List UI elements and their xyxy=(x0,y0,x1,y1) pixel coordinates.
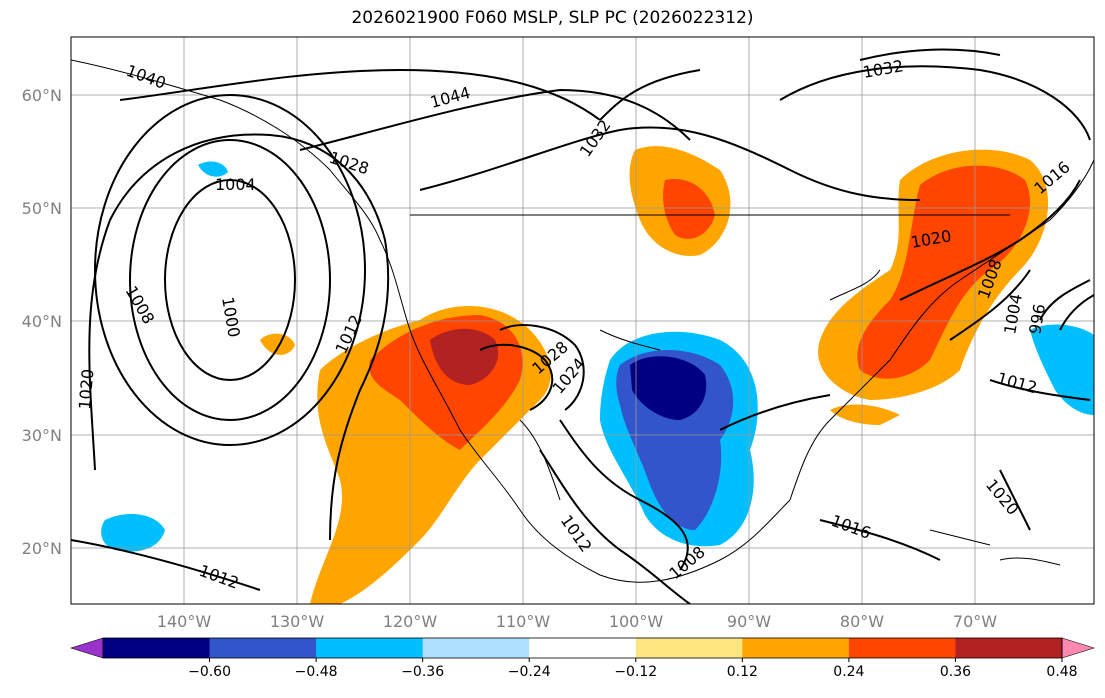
lat-label: 20°N xyxy=(22,539,62,558)
colorbar-segment xyxy=(209,638,317,658)
lon-label: 110°W xyxy=(496,612,551,631)
longitude-labels: 140°W 130°W 120°W 110°W 100°W 90°W 80°W … xyxy=(157,612,997,631)
colorbar-segment xyxy=(635,638,743,658)
colorbar-tick-label: −0.60 xyxy=(188,664,231,680)
lat-label: 60°N xyxy=(22,86,62,105)
coastlines xyxy=(71,59,1094,583)
contour-label: 1040 xyxy=(124,61,169,93)
colorbar-tick-label: 0.48 xyxy=(1046,664,1077,680)
contour-label: 1008 xyxy=(122,283,159,328)
map-frame xyxy=(70,36,1095,605)
contour-label: 1012 xyxy=(995,369,1039,398)
colorbar-segment xyxy=(848,638,956,658)
colorbar-segment xyxy=(422,638,530,658)
colorbar-segment xyxy=(955,638,1063,658)
contour-label: 1012 xyxy=(557,511,596,555)
contour-label: 1016 xyxy=(1030,157,1073,198)
colorbar-segment xyxy=(742,638,850,658)
contour-label: 1016 xyxy=(829,511,874,543)
contour-label: 1020 xyxy=(75,368,97,410)
contour-label: 1032 xyxy=(861,56,904,82)
colorbar-tick-label: 0.24 xyxy=(833,664,864,680)
lon-label: 140°W xyxy=(157,612,212,631)
contour-label: 1000 xyxy=(218,295,244,338)
colorbar-tick-label: −0.48 xyxy=(295,664,338,680)
lon-label: 90°W xyxy=(727,612,771,631)
colorbar-extend-high xyxy=(1061,637,1096,659)
lat-label: 50°N xyxy=(22,199,62,218)
colorbar-tick-label: 0.36 xyxy=(940,664,971,680)
latitude-labels: 60°N 50°N 40°N 30°N 20°N xyxy=(22,86,62,558)
lon-label: 80°W xyxy=(840,612,884,631)
colorbar-tick-label: 0.12 xyxy=(727,664,758,680)
colorbar-tick-label: −0.12 xyxy=(614,664,657,680)
colorbar-segment xyxy=(316,638,424,658)
colorbar: −0.60 −0.48 −0.36 −0.24 −0.12 0.12 0.24 0.36 0.4… xyxy=(69,637,1096,680)
lon-label: 120°W xyxy=(383,612,438,631)
lon-label: 100°W xyxy=(609,612,664,631)
contour-label: 1004 xyxy=(215,175,256,194)
contour-label: 1020 xyxy=(982,475,1023,518)
colorbar-segment xyxy=(103,638,211,658)
colorbar-tick-label: −0.24 xyxy=(508,664,551,680)
colorbar-frame xyxy=(102,637,1063,659)
positive-anomaly-shading xyxy=(260,146,1049,604)
lon-label: 130°W xyxy=(270,612,325,631)
lat-label: 40°N xyxy=(22,312,62,331)
contour-label: 1032 xyxy=(576,116,615,160)
colorbar-extend-low xyxy=(69,637,104,659)
colorbar-segment xyxy=(529,638,637,658)
map-area: 1040 1044 1032 1032 1028 1004 1016 1020 … xyxy=(71,37,1094,604)
isobar-contours xyxy=(71,48,1094,604)
lon-label: 70°W xyxy=(953,612,997,631)
map-title: 2026021900 F060 MSLP, SLP PC (2026022312… xyxy=(351,8,754,28)
contour-label: 1012 xyxy=(197,561,242,593)
lat-label: 30°N xyxy=(22,426,62,445)
negative-anomaly-shading xyxy=(101,161,1094,552)
colorbar-tick-label: −0.36 xyxy=(401,664,444,680)
